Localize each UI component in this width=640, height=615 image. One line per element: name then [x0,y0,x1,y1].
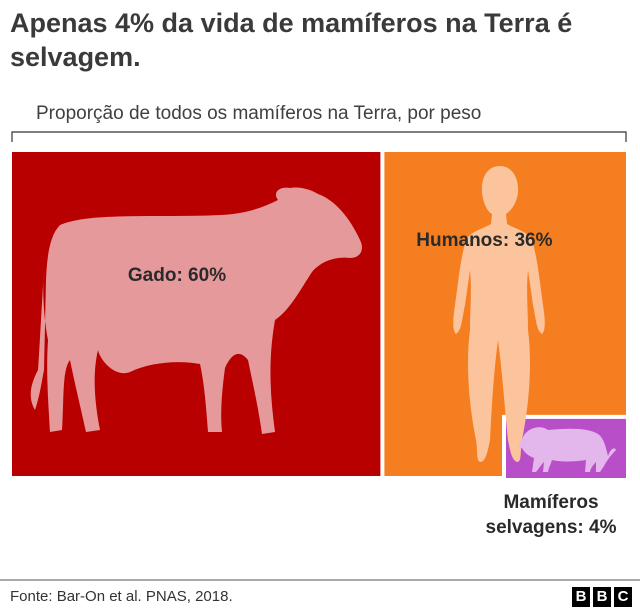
bracket [11,131,627,142]
lion-icon [519,427,616,472]
value-label: Humanos: 36% [416,230,553,251]
value-label: Mamíferos selvagens: 4% [485,492,617,538]
cow-icon [30,187,362,434]
human-icon [453,166,545,462]
logo-letter: B [593,587,611,607]
logo-letter: B [572,587,590,607]
icons [30,166,616,472]
logo-letter: C [614,587,632,607]
value-label: Gado: 60% [127,265,227,286]
title: Apenas 4% da vida de mamíferos na Terra … [10,8,573,72]
subtitle: Proporção de todos os mamíferos na Terra… [36,103,482,124]
source: Fonte: Bar-On et al. PNAS, 2018. [10,588,233,605]
